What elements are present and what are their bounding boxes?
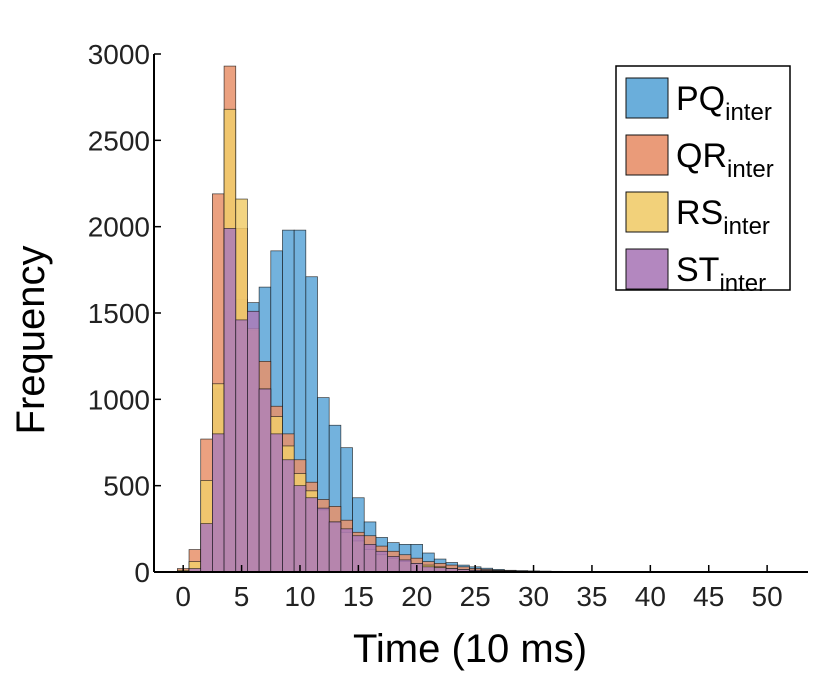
- legend-swatch-pq: [625, 77, 669, 119]
- x-tick-label: 0: [175, 581, 191, 612]
- y-tick-label: 3000: [88, 39, 150, 70]
- x-tick-label: 15: [343, 581, 374, 612]
- x-tick-label: 35: [576, 581, 607, 612]
- y-axis-label: Frequency: [9, 246, 53, 435]
- legend-swatch-qr: [625, 134, 669, 176]
- bar-st-19: [398, 559, 412, 573]
- legend-swatch-rs: [625, 191, 669, 233]
- bar-st-12: [317, 507, 330, 573]
- bar-st-11: [305, 497, 318, 573]
- histogram-bars: [177, 65, 692, 573]
- axes: 0 500 1000 1500 2000 2500 3000 0 5 10 15 20 25 30 35 4…: [88, 39, 808, 612]
- bar-st-18: [387, 556, 400, 573]
- bar-st-2: [200, 523, 213, 573]
- series-st: [188, 228, 587, 573]
- x-tick-label: 40: [635, 581, 666, 612]
- x-tick-label: 45: [693, 581, 724, 612]
- y-tick-label: 0: [134, 557, 150, 588]
- bar-st-17: [375, 550, 388, 573]
- bar-st-10: [293, 485, 307, 573]
- y-tick-label: 1500: [88, 298, 150, 329]
- bar-st-3: [212, 433, 225, 573]
- bar-st-7: [258, 388, 272, 573]
- bar-st-9: [282, 459, 295, 573]
- legend-swatch-st: [625, 248, 669, 290]
- bar-st-14: [340, 528, 353, 573]
- bar-st-8: [270, 433, 283, 573]
- bar-st-4: [223, 228, 237, 573]
- y-tick-label: 2000: [88, 212, 150, 243]
- legend-label-rs: RSinter: [676, 194, 770, 240]
- bar-st-6: [247, 310, 260, 573]
- x-tick-label: 25: [460, 581, 491, 612]
- x-ticks: 0 5 10 15 20 25 30 35 40 45 50: [175, 565, 783, 612]
- x-axis-label: Time (10 ms): [353, 627, 587, 671]
- y-tick-label: 1000: [88, 384, 150, 415]
- y-tick-label: 500: [103, 471, 150, 502]
- x-tick-label: 50: [752, 581, 783, 612]
- x-tick-label: 5: [234, 581, 250, 612]
- x-tick-label: 10: [284, 581, 315, 612]
- y-tick-label: 2500: [88, 125, 150, 156]
- y-ticks: 0 500 1000 1500 2000 2500 3000: [88, 39, 161, 588]
- bar-st-16: [363, 544, 377, 573]
- x-tick-label: 20: [401, 581, 432, 612]
- bar-st-13: [328, 521, 342, 573]
- x-tick-label: 30: [518, 581, 549, 612]
- bar-st-5: [235, 319, 248, 573]
